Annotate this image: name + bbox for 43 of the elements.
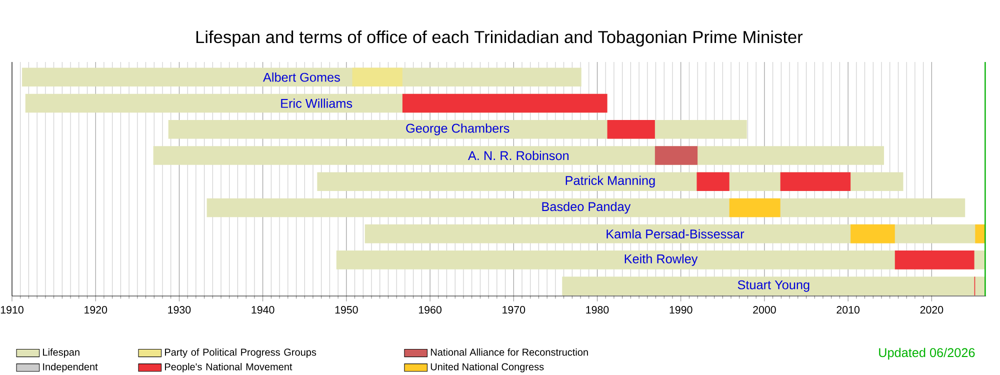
bar: [153, 146, 884, 165]
bar: [696, 172, 730, 192]
legend-label: United National Congress: [430, 362, 544, 372]
legend-label: National Alliance for Reconstruction: [430, 348, 588, 356]
y-tick-label: Albert Gomes: [263, 72, 340, 82]
bar: [780, 172, 851, 192]
bar: [729, 198, 780, 218]
y-tick-label: Eric Williams: [281, 98, 352, 108]
x-tick-label: 1930: [168, 306, 191, 314]
x-tick-label: 1910: [0, 306, 24, 314]
x-tick-label: 1970: [502, 306, 526, 314]
bar: [22, 68, 582, 87]
y-tick-label: Basdeo Panday: [542, 202, 631, 214]
chart-title: Lifespan and terms of office of each Trinidadian and Tobagonian Prime Minister: [196, 30, 803, 47]
x-tick-label: 1940: [252, 306, 274, 314]
y-tick-label: Keith Rowley: [624, 254, 698, 266]
x-tick-label: 1950: [335, 306, 358, 314]
bar: [206, 198, 966, 218]
x-tick-label: 1990: [670, 306, 692, 314]
y-tick-label: Kamla Persad-Bissessar: [606, 229, 744, 238]
x-tick-label: 1920: [84, 306, 108, 314]
x-tick-label: 2000: [753, 306, 776, 314]
x-tick-label: 1960: [418, 306, 442, 314]
x-tick-label: 1980: [586, 306, 609, 314]
y-tick-label: Patrick Manning: [566, 176, 655, 188]
legend-label: Lifespan: [43, 348, 80, 358]
x-tick-label: 2020: [920, 306, 944, 314]
bar: [402, 94, 608, 113]
legend-label: People's National Movement: [165, 362, 292, 372]
bar: [654, 146, 698, 165]
text: Updated 06/2026: [879, 348, 975, 360]
bar: [850, 224, 895, 244]
x-tick-label: 2010: [836, 306, 860, 314]
bar: [894, 250, 974, 270]
y-tick-label: A. N. R. Robinson: [468, 150, 569, 160]
bar: [352, 68, 402, 87]
bar: [607, 120, 655, 139]
bar: [562, 276, 986, 296]
legend-label: Party of Political Progress Groups: [165, 348, 316, 358]
legend-label: Independent: [43, 362, 98, 372]
y-tick-label: George Chambers: [406, 123, 510, 136]
bar: [975, 224, 986, 244]
y-tick-label: Stuart Young: [738, 280, 810, 292]
